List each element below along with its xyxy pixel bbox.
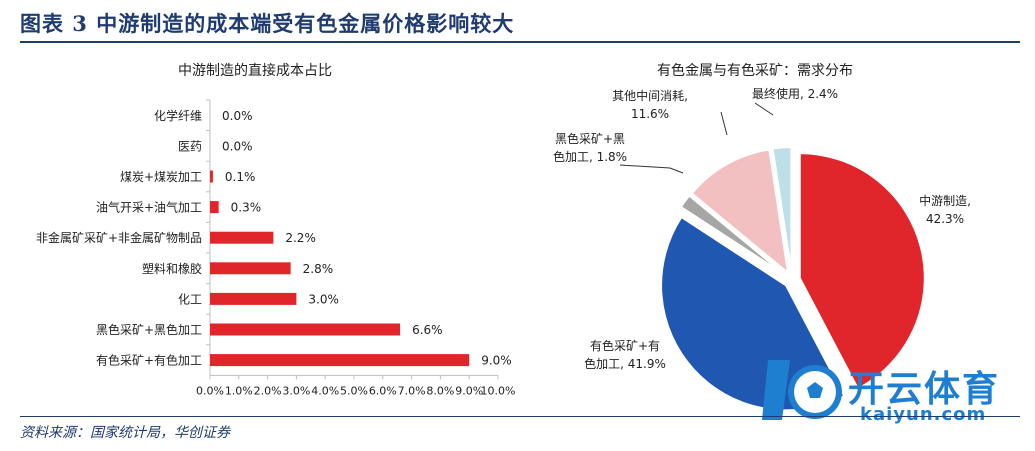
category-label: 油气开采+油气加工 <box>96 200 202 215</box>
title-divider <box>20 41 1020 43</box>
x-tick-label: 5.0% <box>340 384 368 397</box>
pie-slice <box>798 152 926 391</box>
data-label: 9.0% <box>481 354 512 368</box>
x-tick-label: 10.0% <box>481 384 516 397</box>
slice-label: 最终使用, 2.4% <box>752 86 838 101</box>
slice-label: 黑色采矿+黑色加工, 1.8% <box>553 132 627 164</box>
x-tick-label: 3.0% <box>282 384 310 397</box>
bar <box>210 170 213 183</box>
data-label: 0.1% <box>225 170 256 184</box>
watermark-logo: 开云体育 kaiyun.com <box>760 350 1030 430</box>
x-tick-label: 9.0% <box>455 384 483 397</box>
slice-label: 中游制造, 42.3% <box>919 193 971 226</box>
x-tick-label: 7.0% <box>398 384 426 397</box>
data-label: 3.0% <box>308 292 339 306</box>
pie-slice <box>690 148 790 276</box>
leader-line <box>754 102 774 116</box>
bar-chart: 中游制造的直接成本占比 化学纤维 0.0% 医药 0.0% 煤炭+煤炭加工 0.1% 油气开… <box>36 62 516 397</box>
pie-slice <box>771 146 793 273</box>
data-label: 2.2% <box>285 231 316 245</box>
data-label: 0.3% <box>231 201 262 215</box>
bar <box>210 231 274 244</box>
x-tick-label: 2.0% <box>254 384 282 397</box>
data-label: 2.8% <box>303 262 334 276</box>
slice-label: 其他中间消耗, 11.6% <box>612 88 688 121</box>
data-label: 0.0% <box>222 139 253 153</box>
category-label: 医药 <box>178 139 202 153</box>
pie-chart-title: 有色金属与有色采矿：需求分布 <box>657 62 853 79</box>
ball-icon <box>762 360 842 420</box>
x-tick-label: 0.0% <box>196 384 224 397</box>
watermark-url: kaiyun.com <box>860 404 987 425</box>
bar <box>210 323 401 336</box>
data-label: 6.6% <box>412 323 443 337</box>
watermark-text: 开云体育 <box>848 369 1001 410</box>
x-tick-label: 6.0% <box>369 384 397 397</box>
pie-slice <box>679 194 787 277</box>
category-label: 煤炭+煤炭加工 <box>120 170 202 184</box>
bar <box>210 262 291 275</box>
pie-chart: 有色金属与有色采矿：需求分布 中游制造, 42.3% 有色采矿+有色加工, 41.9… <box>553 62 971 412</box>
leader-line <box>619 164 684 174</box>
bar <box>210 201 219 214</box>
category-label: 化工 <box>178 292 202 306</box>
bar <box>210 354 470 367</box>
x-tick-label: 4.0% <box>311 384 339 397</box>
category-label: 非金属矿采矿+非金属矿物制品 <box>36 230 202 245</box>
data-label: 0.0% <box>222 109 253 123</box>
bar-chart-title: 中游制造的直接成本占比 <box>178 62 332 79</box>
x-tick-label: 8.0% <box>426 384 454 397</box>
slice-label: 有色采矿+有色加工, 41.9% <box>584 339 666 371</box>
leader-line <box>720 111 728 136</box>
category-label: 化学纤维 <box>154 108 202 123</box>
figure-title: 图表 3 中游制造的成本端受有色金属价格影响较大 <box>20 11 515 36</box>
category-label: 有色采矿+有色加工 <box>96 354 202 368</box>
source-note: 资料来源：国家统计局，华创证券 <box>20 425 230 441</box>
x-tick-label: 1.0% <box>225 384 253 397</box>
bar <box>210 292 297 305</box>
category-label: 黑色采矿+黑色加工 <box>96 323 202 337</box>
category-label: 塑料和橡胶 <box>142 261 202 276</box>
source-divider <box>20 416 1020 417</box>
